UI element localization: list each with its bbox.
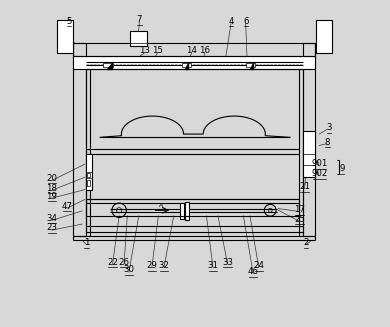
Text: 2: 2 bbox=[303, 238, 309, 247]
Text: 25: 25 bbox=[294, 215, 305, 224]
Text: 33: 33 bbox=[222, 258, 233, 267]
Polygon shape bbox=[250, 63, 253, 69]
Polygon shape bbox=[184, 63, 188, 69]
Text: 21: 21 bbox=[299, 182, 310, 191]
Text: 17: 17 bbox=[294, 205, 305, 214]
Text: 7: 7 bbox=[136, 15, 142, 24]
Text: 23: 23 bbox=[46, 223, 57, 232]
Bar bbox=[87, 180, 90, 186]
Text: 902: 902 bbox=[311, 169, 328, 179]
Text: 1: 1 bbox=[84, 238, 89, 247]
Text: 4: 4 bbox=[228, 17, 234, 26]
Bar bbox=[184, 202, 189, 220]
Text: 14: 14 bbox=[186, 46, 197, 55]
Text: 901: 901 bbox=[311, 159, 328, 168]
Text: 16: 16 bbox=[199, 46, 210, 55]
Text: 3: 3 bbox=[326, 123, 332, 132]
Bar bbox=[87, 173, 90, 177]
Text: 5: 5 bbox=[66, 17, 72, 26]
Text: 31: 31 bbox=[207, 261, 218, 270]
Text: 13: 13 bbox=[139, 46, 150, 55]
Text: 29: 29 bbox=[146, 261, 157, 270]
Text: 6: 6 bbox=[243, 17, 248, 26]
Bar bbox=[303, 131, 316, 177]
Text: 9: 9 bbox=[339, 164, 345, 173]
Text: 34: 34 bbox=[46, 214, 57, 223]
Text: 46: 46 bbox=[248, 267, 259, 276]
Bar bbox=[303, 43, 316, 236]
Text: 20: 20 bbox=[46, 174, 57, 183]
Bar bbox=[103, 63, 113, 67]
Bar bbox=[129, 31, 147, 46]
Text: 30: 30 bbox=[124, 265, 135, 274]
Text: 8: 8 bbox=[325, 138, 330, 147]
Text: 32: 32 bbox=[158, 261, 169, 270]
Bar bbox=[246, 63, 255, 67]
Text: 22: 22 bbox=[107, 258, 118, 267]
Bar bbox=[316, 20, 332, 53]
Bar bbox=[182, 63, 191, 67]
Bar bbox=[73, 43, 86, 236]
Bar bbox=[180, 203, 184, 219]
Bar bbox=[73, 56, 316, 69]
Text: 26: 26 bbox=[119, 258, 129, 267]
Bar bbox=[86, 199, 299, 216]
Text: 18: 18 bbox=[46, 183, 57, 193]
Text: 47: 47 bbox=[61, 201, 72, 211]
Text: A: A bbox=[159, 203, 163, 208]
Text: 19: 19 bbox=[46, 192, 57, 201]
Bar bbox=[87, 154, 92, 190]
Bar bbox=[57, 20, 73, 53]
Text: 24: 24 bbox=[253, 261, 264, 270]
Polygon shape bbox=[107, 63, 112, 69]
Text: 15: 15 bbox=[152, 46, 163, 55]
